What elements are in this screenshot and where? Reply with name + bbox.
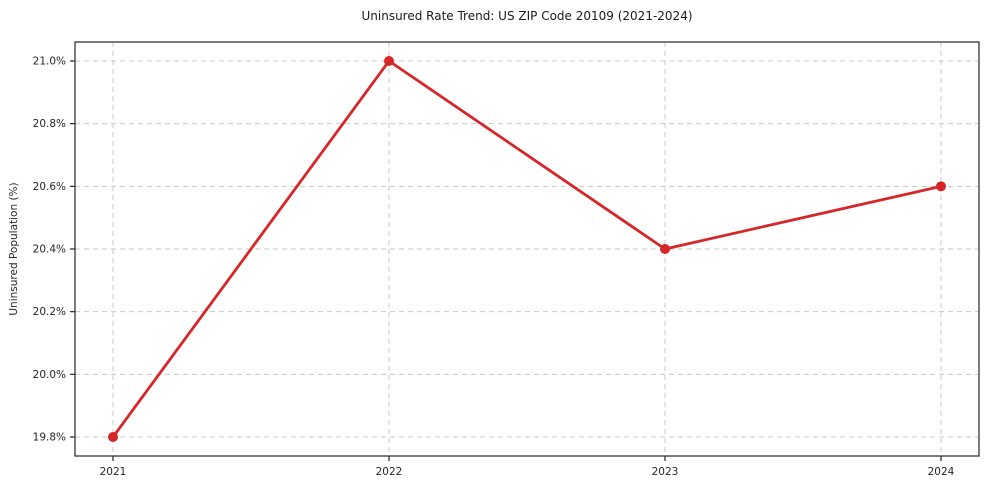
gridlines (75, 42, 979, 456)
y-tick-label: 20.0% (33, 369, 66, 381)
data-point-marker (384, 56, 394, 66)
data-point-marker (936, 181, 946, 192)
y-tick-label: 21.0% (33, 56, 66, 68)
y-tick-label: 20.8% (33, 118, 66, 130)
axis-tick-labels: 19.8% 20.0% 20.2% 20.4% 20.6% 20.8% 21.0% 2021 2… (33, 56, 955, 479)
x-tick-label: 2024 (928, 466, 955, 478)
data-point-marker (660, 244, 670, 254)
y-tick-label: 19.8% (33, 432, 66, 444)
chart-title: Uninsured Rate Trend: US ZIP Code 20109 … (361, 9, 693, 23)
y-tick-label: 20.6% (33, 181, 66, 193)
trend-line-series (108, 56, 946, 442)
x-tick-label: 2022 (376, 466, 403, 478)
x-tick-label: 2023 (652, 466, 679, 478)
axis-ticks (70, 60, 942, 461)
data-point-marker (108, 432, 118, 442)
trend-line (111, 59, 943, 439)
x-tick-label: 2021 (100, 466, 127, 478)
y-tick-label: 20.4% (33, 244, 66, 256)
y-tick-label: 20.2% (33, 306, 66, 318)
